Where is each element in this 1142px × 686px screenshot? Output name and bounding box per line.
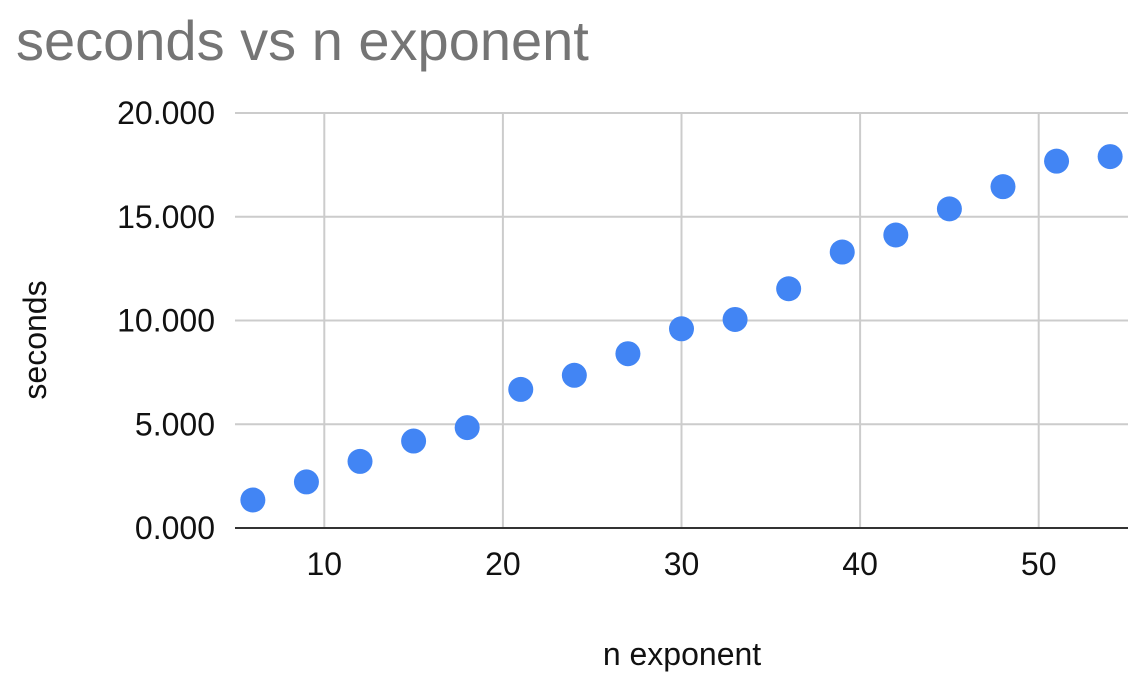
chart-title: seconds vs n exponent xyxy=(16,9,589,72)
x-tick-label: 10 xyxy=(307,546,343,582)
data-point xyxy=(829,239,855,265)
tick-labels: 0.000 5.000 10.000 15.000 20.000 10 20 30 40 50 xyxy=(117,95,1056,582)
data-point xyxy=(454,415,480,441)
data-point xyxy=(669,316,694,342)
x-tick-label: 40 xyxy=(842,546,878,582)
y-axis-title: seconds xyxy=(17,280,53,399)
y-tick-label: 15.000 xyxy=(117,199,215,235)
data-point xyxy=(561,362,587,388)
y-tick-label: 0.000 xyxy=(135,510,215,546)
data-point xyxy=(1044,148,1070,174)
data-point xyxy=(883,222,909,248)
data-point xyxy=(347,448,373,474)
y-tick-label: 10.000 xyxy=(117,303,215,339)
data-point xyxy=(1097,144,1123,170)
data-point xyxy=(936,196,962,222)
x-tick-label: 30 xyxy=(664,546,700,582)
data-point xyxy=(508,376,534,402)
x-axis-title: n exponent xyxy=(603,636,761,672)
data-point xyxy=(293,469,319,495)
data-point xyxy=(401,428,427,454)
data-point xyxy=(990,174,1016,200)
y-tick-label: 20.000 xyxy=(117,95,215,131)
x-tick-label: 20 xyxy=(485,546,521,582)
data-point xyxy=(615,341,641,367)
data-point xyxy=(240,487,266,513)
data-point xyxy=(722,306,748,332)
data-points xyxy=(240,144,1123,513)
y-tick-label: 5.000 xyxy=(135,406,215,442)
data-point xyxy=(776,276,802,302)
x-tick-label: 50 xyxy=(1021,546,1057,582)
